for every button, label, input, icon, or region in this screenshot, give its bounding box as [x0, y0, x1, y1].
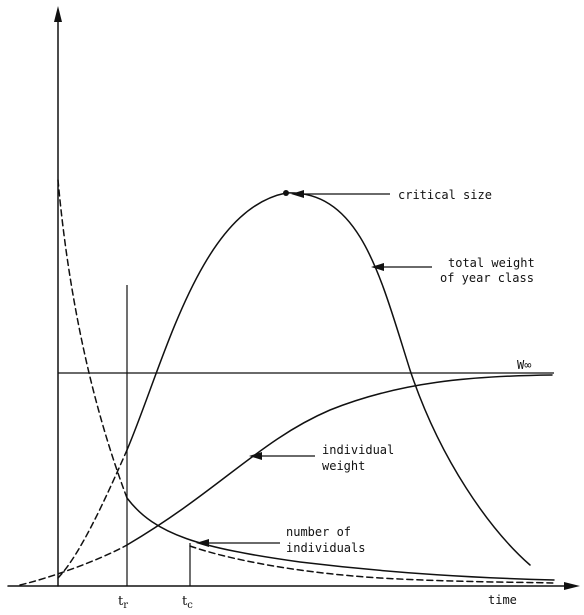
- critical-size-label: critical size: [398, 188, 492, 202]
- axes: [7, 6, 580, 590]
- curves: [19, 179, 555, 586]
- number-of-individuals-arrow-head-icon: [196, 539, 209, 547]
- critical-size-arrow-head-icon: [291, 190, 304, 198]
- individual-weight-curve: [126, 374, 553, 546]
- asymptote-label: W∞: [517, 358, 531, 372]
- x-axis-label: time: [488, 593, 517, 607]
- tr-tick-label: tr: [118, 594, 128, 611]
- critical-size-point: [283, 190, 289, 196]
- total-weight-arrow-head-icon: [371, 263, 384, 271]
- x-axis-arrow-icon: [564, 582, 580, 590]
- total-weight-label-line2: of year class: [440, 271, 534, 285]
- number-of-individuals-curve-early: [57, 179, 128, 499]
- annotation-arrows: [196, 190, 432, 547]
- individual-weight-label-line1: individual: [322, 443, 394, 457]
- number-of-individuals-label-line1: number of: [286, 525, 351, 539]
- total-weight-label-line1: total weight: [448, 256, 535, 270]
- total-weight-curve-early: [57, 449, 128, 579]
- number-of-individuals-curve-late: [189, 545, 555, 584]
- labels: critical size total weight of year class…: [118, 188, 535, 611]
- number-of-individuals-label-line2: individuals: [286, 541, 365, 555]
- total-weight-curve: [126, 192, 531, 566]
- number-of-individuals-curve: [126, 497, 555, 581]
- tc-tick-label: tc: [182, 594, 193, 611]
- y-axis-arrow-icon: [54, 6, 62, 22]
- individual-weight-curve-early: [19, 544, 128, 586]
- individual-weight-arrow-head-icon: [249, 452, 262, 460]
- individual-weight-label-line2: weight: [322, 459, 365, 473]
- time-markers: [126, 285, 191, 586]
